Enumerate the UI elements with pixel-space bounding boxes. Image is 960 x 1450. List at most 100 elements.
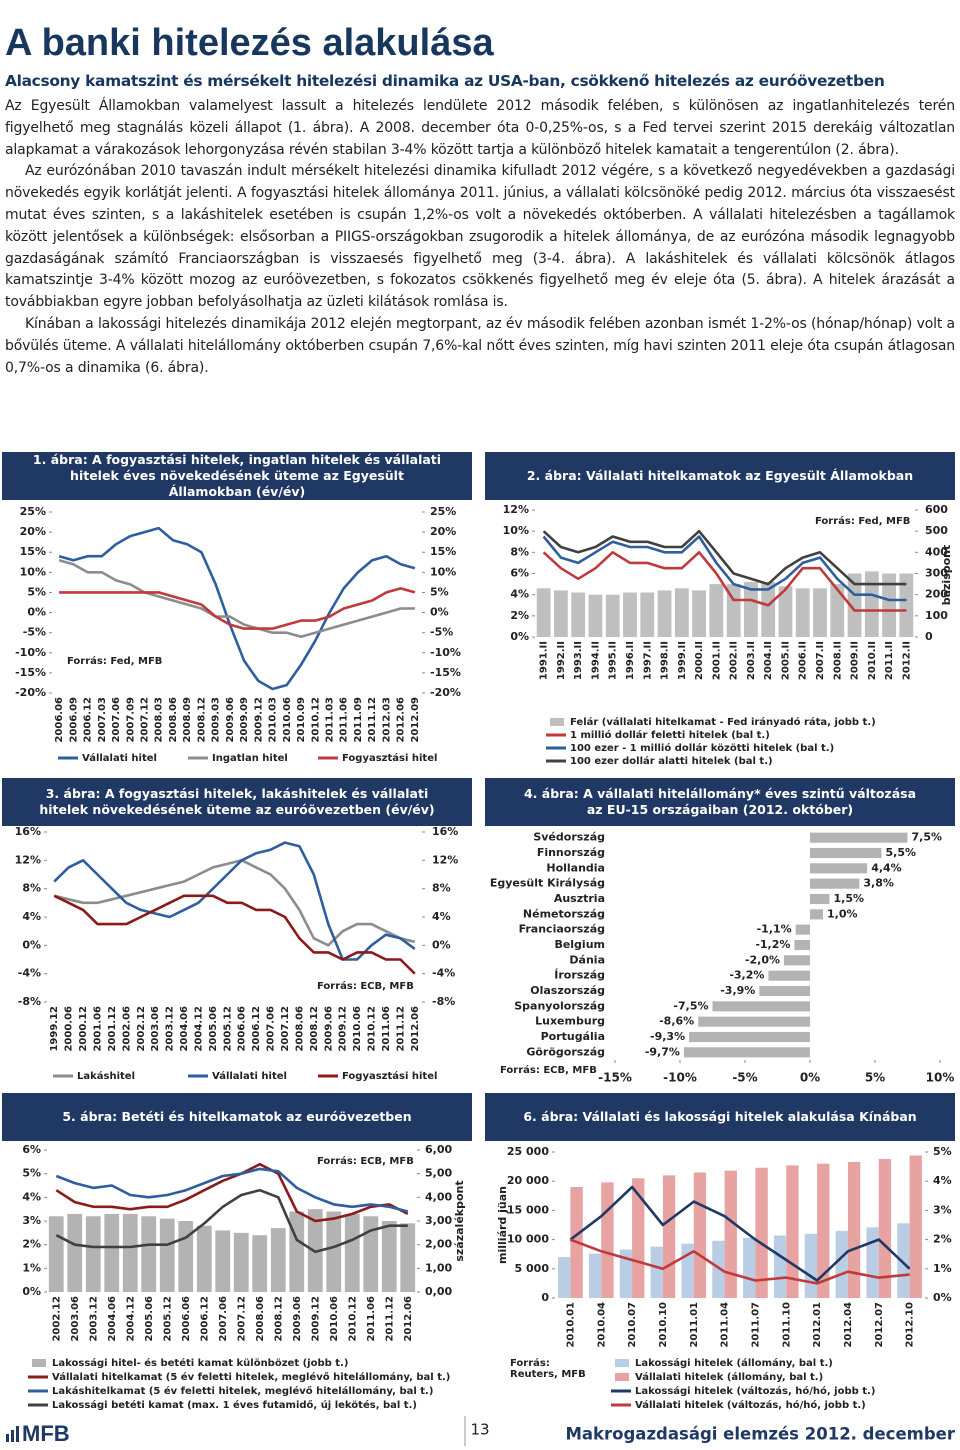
bar: [726, 584, 741, 637]
line: [55, 1167, 409, 1213]
x-tick-label: 2005.12: [222, 1006, 233, 1052]
x-tick-label: 2004.II: [763, 641, 774, 680]
x-tick-label: 2012.II: [901, 641, 912, 680]
legend-label: Vállalati hitel: [82, 752, 157, 764]
y2-tick-label: 0%: [432, 938, 451, 951]
y-tick-label: 6%: [22, 1143, 41, 1156]
bar: [252, 1235, 268, 1292]
figure: 5. ábra: Betéti és hitelkamatok az euróö…: [2, 1093, 472, 1413]
bar: [623, 592, 637, 637]
bar: [693, 1172, 707, 1298]
bar: [830, 584, 845, 637]
y2-tick-label: 0,00: [425, 1285, 452, 1298]
y2-tick-label: 1%: [933, 1262, 952, 1275]
line: [542, 551, 907, 612]
body-text: Az Egyesült Államokban valamelyest lassu…: [5, 96, 955, 379]
category-label: Luxemburg: [535, 1015, 605, 1028]
y2-tick-label: -8%: [432, 995, 455, 1008]
category-label: Írország: [554, 969, 605, 982]
y-tick-label: 2%: [22, 1238, 41, 1251]
y-tick-label: 10%: [20, 565, 46, 578]
value-label: -8,6%: [659, 1015, 694, 1028]
x-tick-label: 2010.12: [367, 1006, 378, 1052]
x-tick-label: 2007.03: [97, 697, 108, 743]
bar: [363, 1216, 379, 1292]
legend-label: Vállalati hitelek (állomány, bal t.): [635, 1371, 823, 1383]
legend-label: Ingatlan hitel: [212, 753, 288, 764]
subtitle: Alacsony kamatszint és mérsékelt hitelez…: [5, 72, 885, 90]
x-tick-label: 2003.12: [165, 1006, 176, 1052]
x-tick-label: 2000.06: [64, 1006, 75, 1052]
x-tick-label: 2003.12: [88, 1296, 99, 1342]
x-tick-label: 2007.06: [266, 1006, 277, 1052]
figure: 4. ábra: A vállalati hitelállomány* éves…: [485, 778, 955, 1088]
figure: 3. ábra: A fogyasztási hitelek, lakáshit…: [2, 778, 472, 1088]
x-tick-label: 2006.II: [798, 641, 809, 680]
legend-label: 100 ezer - 1 millió dollár közötti hitel…: [570, 742, 834, 754]
bar: [755, 1167, 768, 1298]
x-tick-label: 2009.06: [225, 697, 236, 743]
bar: [270, 1228, 286, 1292]
bar: [85, 1216, 101, 1292]
y2-tick-label: -10%: [430, 646, 461, 659]
x-tick-label: 1993.II: [573, 641, 584, 680]
value-label: -1,2%: [755, 938, 790, 951]
figure: 2. ábra: Vállalati hitelkamatok az Egyes…: [485, 452, 955, 772]
y-tick-label: -10%: [15, 646, 46, 659]
x-tick-label: 2012.01: [812, 1302, 823, 1348]
y-tick-label: 5 000: [515, 1262, 550, 1275]
y2-tick-label: -15%: [430, 666, 461, 679]
x-tick-label: 2001.06: [92, 1006, 103, 1052]
figure: 1. ábra: A fogyasztási hitelek, ingatlan…: [2, 452, 472, 772]
value-label: -3,2%: [729, 969, 764, 982]
bar: [554, 590, 568, 637]
x-tick-label: 2008.12: [196, 697, 207, 743]
line: [53, 859, 416, 947]
value-label: -9,7%: [645, 1045, 680, 1058]
y2-tick-label: 100: [925, 609, 948, 622]
x-tick-label: 2008.06: [168, 697, 179, 743]
x-tick-label: 2011.10: [781, 1302, 792, 1348]
legend-swatch: [615, 1359, 629, 1367]
value-label: 7,5%: [912, 831, 943, 844]
y-tick-label: 25%: [20, 505, 46, 518]
y2-tick-label: 25%: [430, 505, 456, 518]
y-tick-label: 0%: [510, 630, 529, 643]
legend-label: Fogyasztási hitel: [342, 1070, 437, 1082]
x-tick-label: 2002.06: [121, 1006, 132, 1052]
figure-title: 1. ábra: A fogyasztási hitelek, ingatlan…: [2, 452, 472, 500]
bar: [847, 1161, 861, 1298]
value-label: 1,5%: [834, 892, 865, 905]
source: Forrás: ECB, MFB: [317, 981, 414, 992]
x-tick-label: 2007.12: [140, 697, 151, 743]
x-tick-label: 2006.12: [199, 1296, 210, 1342]
bar: [882, 573, 896, 637]
x-tick-label: 0%: [800, 1071, 820, 1085]
x-tick-label: 1992.II: [556, 641, 567, 680]
figure: 6. ábra: Vállalati és lakossági hitelek …: [485, 1093, 955, 1413]
y2-tick-label: 16%: [432, 826, 458, 838]
legend-label: Vállalati hitelkamat (5 év feletti hitel…: [52, 1371, 450, 1383]
y-tick-label: 15 000: [507, 1203, 549, 1216]
category-label: Finnország: [537, 846, 605, 859]
y-tick-label: 10%: [503, 524, 529, 537]
x-tick-label: 2012.10: [905, 1302, 916, 1348]
x-tick-label: 2003.06: [70, 1296, 81, 1342]
y-tick-label: -4%: [18, 967, 41, 980]
x-tick-label: 2001.12: [107, 1006, 118, 1052]
bar: [619, 1249, 633, 1298]
bar: [558, 1257, 571, 1298]
logo-bar: [6, 1434, 9, 1442]
bar: [196, 1225, 212, 1292]
x-tick-label: 2005.06: [208, 1006, 219, 1052]
bar: [810, 909, 823, 920]
x-tick-label: 2008.09: [182, 697, 193, 743]
category-label: Dánia: [569, 953, 605, 966]
bar: [909, 1155, 922, 1298]
x-tick-label: 2006.06: [54, 697, 65, 743]
bar: [640, 592, 655, 637]
y-tick-label: -8%: [18, 995, 41, 1008]
x-tick-label: 2012.09: [410, 697, 421, 743]
